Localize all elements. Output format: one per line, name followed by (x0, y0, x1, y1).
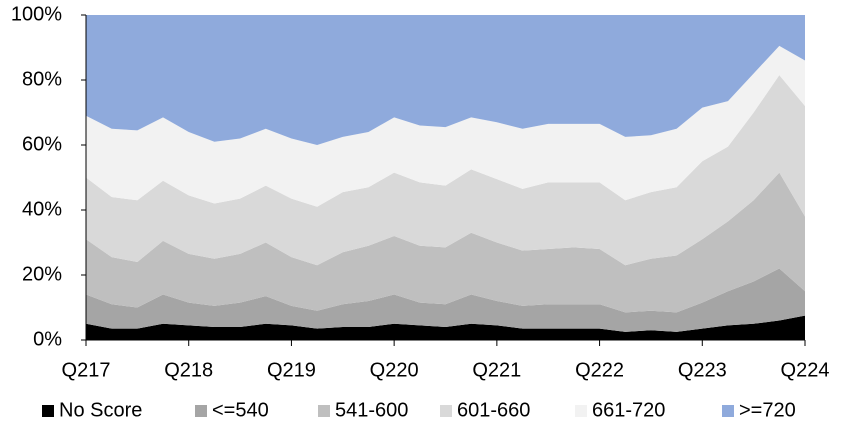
x-tick-label: Q219 (267, 359, 316, 381)
area (86, 172, 805, 313)
area (86, 315, 805, 340)
legend-label: >=720 (739, 399, 796, 421)
legend-item: No Score (42, 399, 142, 421)
x-tick-label: Q221 (472, 359, 521, 381)
legend-label: 601-660 (457, 399, 530, 421)
legend-swatch (722, 405, 734, 417)
legend-swatch (318, 405, 330, 417)
legend-label: No Score (59, 399, 142, 421)
legend-item: 601-660 (440, 399, 530, 421)
area (86, 75, 805, 266)
x-tick-label: Q222 (575, 359, 624, 381)
legend-swatch (440, 405, 452, 417)
legend-item: 661-720 (575, 399, 665, 421)
x-tick-label: Q217 (62, 359, 111, 381)
legend-item: >=720 (722, 399, 796, 421)
legend-label: 541-600 (335, 399, 408, 421)
legend-label: 661-720 (592, 399, 665, 421)
y-tick-label: 40% (22, 198, 62, 220)
x-tick-label: Q220 (370, 359, 419, 381)
y-tick-label: 100% (11, 3, 62, 25)
legend-label: <=540 (212, 399, 269, 421)
legend-item: 541-600 (318, 399, 408, 421)
legend-swatch (575, 405, 587, 417)
y-tick-label: 60% (22, 133, 62, 155)
y-tick-label: 20% (22, 263, 62, 285)
x-tick-label: Q223 (678, 359, 727, 381)
x-tick-label: Q218 (164, 359, 213, 381)
area (86, 45, 805, 207)
area (86, 268, 805, 332)
area (86, 15, 805, 145)
y-tick-label: 0% (33, 328, 62, 350)
legend-swatch (42, 405, 54, 417)
legend-swatch (195, 405, 207, 417)
x-tick-label: Q224 (781, 359, 830, 381)
legend-item: <=540 (195, 399, 269, 421)
y-tick-label: 80% (22, 68, 62, 90)
